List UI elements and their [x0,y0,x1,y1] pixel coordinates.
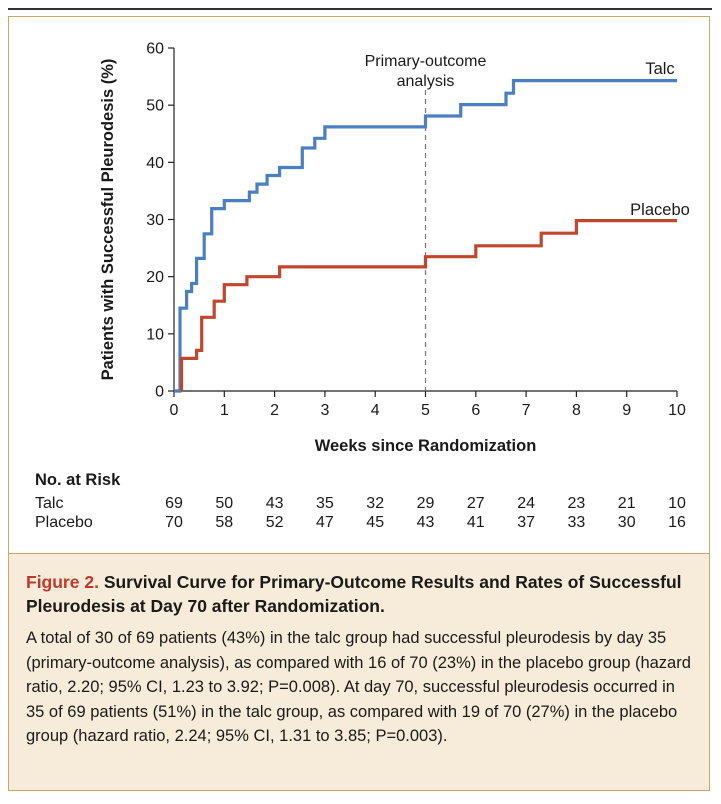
x-tick-label: 8 [572,402,581,419]
risk-cell: 35 [315,495,334,512]
risk-cell: 16 [668,514,686,531]
risk-cell: 58 [215,514,234,531]
x-tick-label: 9 [622,402,631,419]
risk-cell: 47 [315,514,334,531]
risk-table-header: No. at Risk [35,471,121,489]
risk-cell: 52 [265,514,284,531]
caption-title-text: Survival Curve for Primary-Outcome Resul… [26,572,682,616]
x-tick-label: 4 [371,402,380,419]
x-tick-label: 6 [471,402,480,419]
series-label-placebo: Placebo [630,201,690,219]
y-axis-title: Patients with Successful Pleurodesis (%) [99,59,117,381]
risk-cell: 24 [517,495,535,512]
risk-cell: 43 [416,514,435,531]
x-tick-label: 5 [421,402,430,419]
risk-row-label: Placebo [35,514,93,531]
risk-cell: 70 [165,514,183,531]
caption-title: Figure 2. Survival Curve for Primary-Out… [26,570,691,618]
risk-cell: 29 [416,495,435,512]
y-tick-label: 10 [146,326,164,343]
top-rule [8,8,712,10]
y-tick-label: 0 [155,384,164,401]
y-tick-label: 20 [146,269,164,286]
risk-cell: 32 [366,495,385,512]
risk-cell: 33 [567,514,586,531]
risk-cell: 50 [215,495,234,512]
risk-cell: 37 [517,514,535,531]
risk-cell: 23 [567,495,586,512]
annotation-label-line-1: Primary-outcome [365,53,487,70]
y-tick-label: 50 [146,98,164,115]
risk-row-label: Talc [35,495,64,512]
series-line-placebo [179,219,677,391]
risk-cell: 69 [165,495,183,512]
risk-cell: 21 [617,495,636,512]
series-line-talc [174,79,677,393]
y-tick-label: 30 [146,212,164,229]
x-tick-label: 2 [270,402,279,419]
x-tick-label: 7 [522,402,531,419]
x-tick-label: 10 [668,402,686,419]
y-tick-label: 40 [146,155,164,172]
series-label-talc: Talc [645,60,674,78]
annotation-label-line-2: analysis [397,73,455,90]
x-tick-label: 0 [170,402,179,419]
caption-body: A total of 30 of 69 patients (43%) in th… [26,629,691,745]
risk-cell: 10 [668,495,686,512]
risk-cell: 43 [265,495,284,512]
risk-cell: 30 [617,514,636,531]
x-tick-label: 1 [220,402,229,419]
figure-caption: Figure 2. Survival Curve for Primary-Out… [8,553,710,791]
risk-cell: 45 [366,514,385,531]
y-tick-label: 60 [146,41,164,58]
risk-cell: 27 [466,495,485,512]
risk-cell: 41 [466,514,485,531]
x-tick-label: 3 [320,402,329,419]
caption-figure-label: Figure 2. [26,572,99,592]
x-axis-title: Weeks since Randomization [315,437,537,455]
